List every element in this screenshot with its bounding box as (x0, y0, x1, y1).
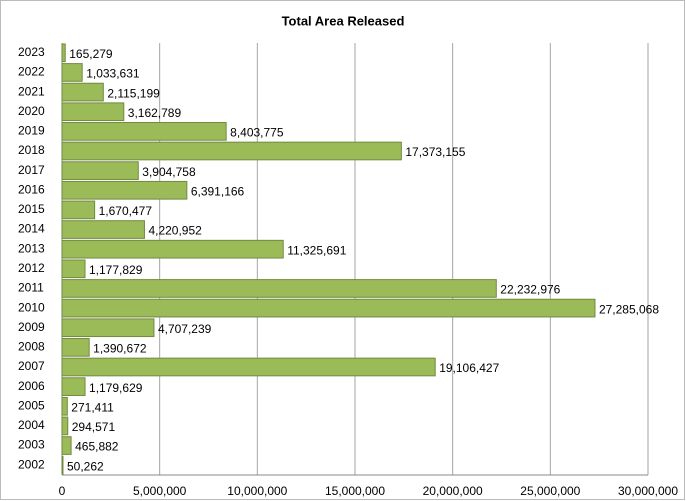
chart-title: Total Area Released (282, 13, 405, 28)
bar (61, 357, 436, 377)
bar (61, 377, 86, 396)
x-tick-label: 15,000,000 (325, 484, 385, 498)
y-tick-label: 2004 (18, 418, 45, 432)
y-tick-label: 2008 (18, 340, 45, 354)
bar (61, 259, 86, 279)
data-label: 6,391,166 (191, 184, 245, 198)
bar (61, 436, 72, 455)
y-tick-label: 2021 (18, 84, 45, 98)
y-tick-label: 2005 (18, 398, 45, 412)
bar (61, 63, 83, 82)
bar (61, 200, 96, 220)
data-label: 27,285,068 (599, 302, 659, 316)
bar (61, 220, 145, 239)
data-label: 50,262 (67, 459, 104, 473)
bar (61, 279, 497, 298)
y-tick-label: 2009 (18, 320, 45, 334)
y-tick-label: 2014 (18, 222, 45, 236)
y-tick-label: 2019 (18, 124, 45, 138)
bar (61, 180, 188, 200)
y-tick-label: 2020 (18, 104, 45, 118)
y-tick-label: 2006 (18, 379, 45, 393)
y-tick-label: 2003 (18, 438, 45, 452)
data-label: 3,162,789 (128, 106, 182, 120)
data-label: 465,882 (75, 440, 119, 454)
y-tick-label: 2010 (18, 300, 45, 314)
y-tick-label: 2013 (18, 241, 45, 255)
bar (61, 396, 68, 416)
bar (61, 102, 125, 122)
x-tick-label: 10,000,000 (227, 484, 287, 498)
data-label: 19,106,427 (439, 361, 499, 375)
bar (61, 318, 155, 338)
data-label: 1,177,829 (89, 263, 143, 277)
bar (61, 43, 66, 63)
bar (61, 122, 227, 141)
data-label: 1,670,477 (99, 204, 153, 218)
data-label: 4,707,239 (158, 322, 212, 336)
data-label: 2,115,199 (107, 86, 160, 100)
y-tick-label: 2018 (18, 143, 45, 157)
y-tick-label: 2016 (18, 182, 45, 196)
bar (61, 161, 139, 180)
data-label: 1,033,631 (86, 67, 140, 81)
data-label: 11,325,691 (287, 243, 346, 257)
y-tick-label: 2012 (18, 261, 45, 275)
x-tick-label: 0 (59, 484, 66, 498)
bar (61, 239, 284, 259)
data-label: 165,279 (69, 47, 113, 61)
y-tick-label: 2015 (18, 202, 45, 216)
data-label: 22,232,976 (500, 283, 560, 297)
x-tick-label: 25,000,000 (520, 484, 580, 498)
data-label: 3,904,758 (142, 165, 196, 179)
bar (61, 298, 596, 318)
data-label: 4,220,952 (148, 224, 202, 238)
y-tick-label: 2017 (18, 163, 45, 177)
y-tick-label: 2023 (18, 45, 45, 59)
bar (61, 338, 90, 357)
x-tick-label: 30,000,000 (618, 484, 678, 498)
data-label: 8,403,775 (230, 126, 284, 140)
data-label: 294,571 (72, 420, 116, 434)
y-tick-label: 2007 (18, 359, 45, 373)
bar (61, 141, 402, 161)
data-label: 1,390,672 (93, 342, 147, 356)
data-label: 271,411 (71, 400, 114, 414)
data-label: 17,373,155 (405, 145, 465, 159)
y-tick-label: 2011 (18, 281, 44, 295)
x-tick-label: 20,000,000 (423, 484, 483, 498)
y-tick-label: 2022 (18, 65, 45, 79)
bar (61, 416, 69, 436)
bar (61, 455, 64, 475)
y-tick-label: 2002 (18, 457, 45, 471)
bar (61, 82, 104, 102)
data-label: 1,179,629 (89, 381, 143, 395)
x-tick-label: 5,000,000 (133, 484, 187, 498)
